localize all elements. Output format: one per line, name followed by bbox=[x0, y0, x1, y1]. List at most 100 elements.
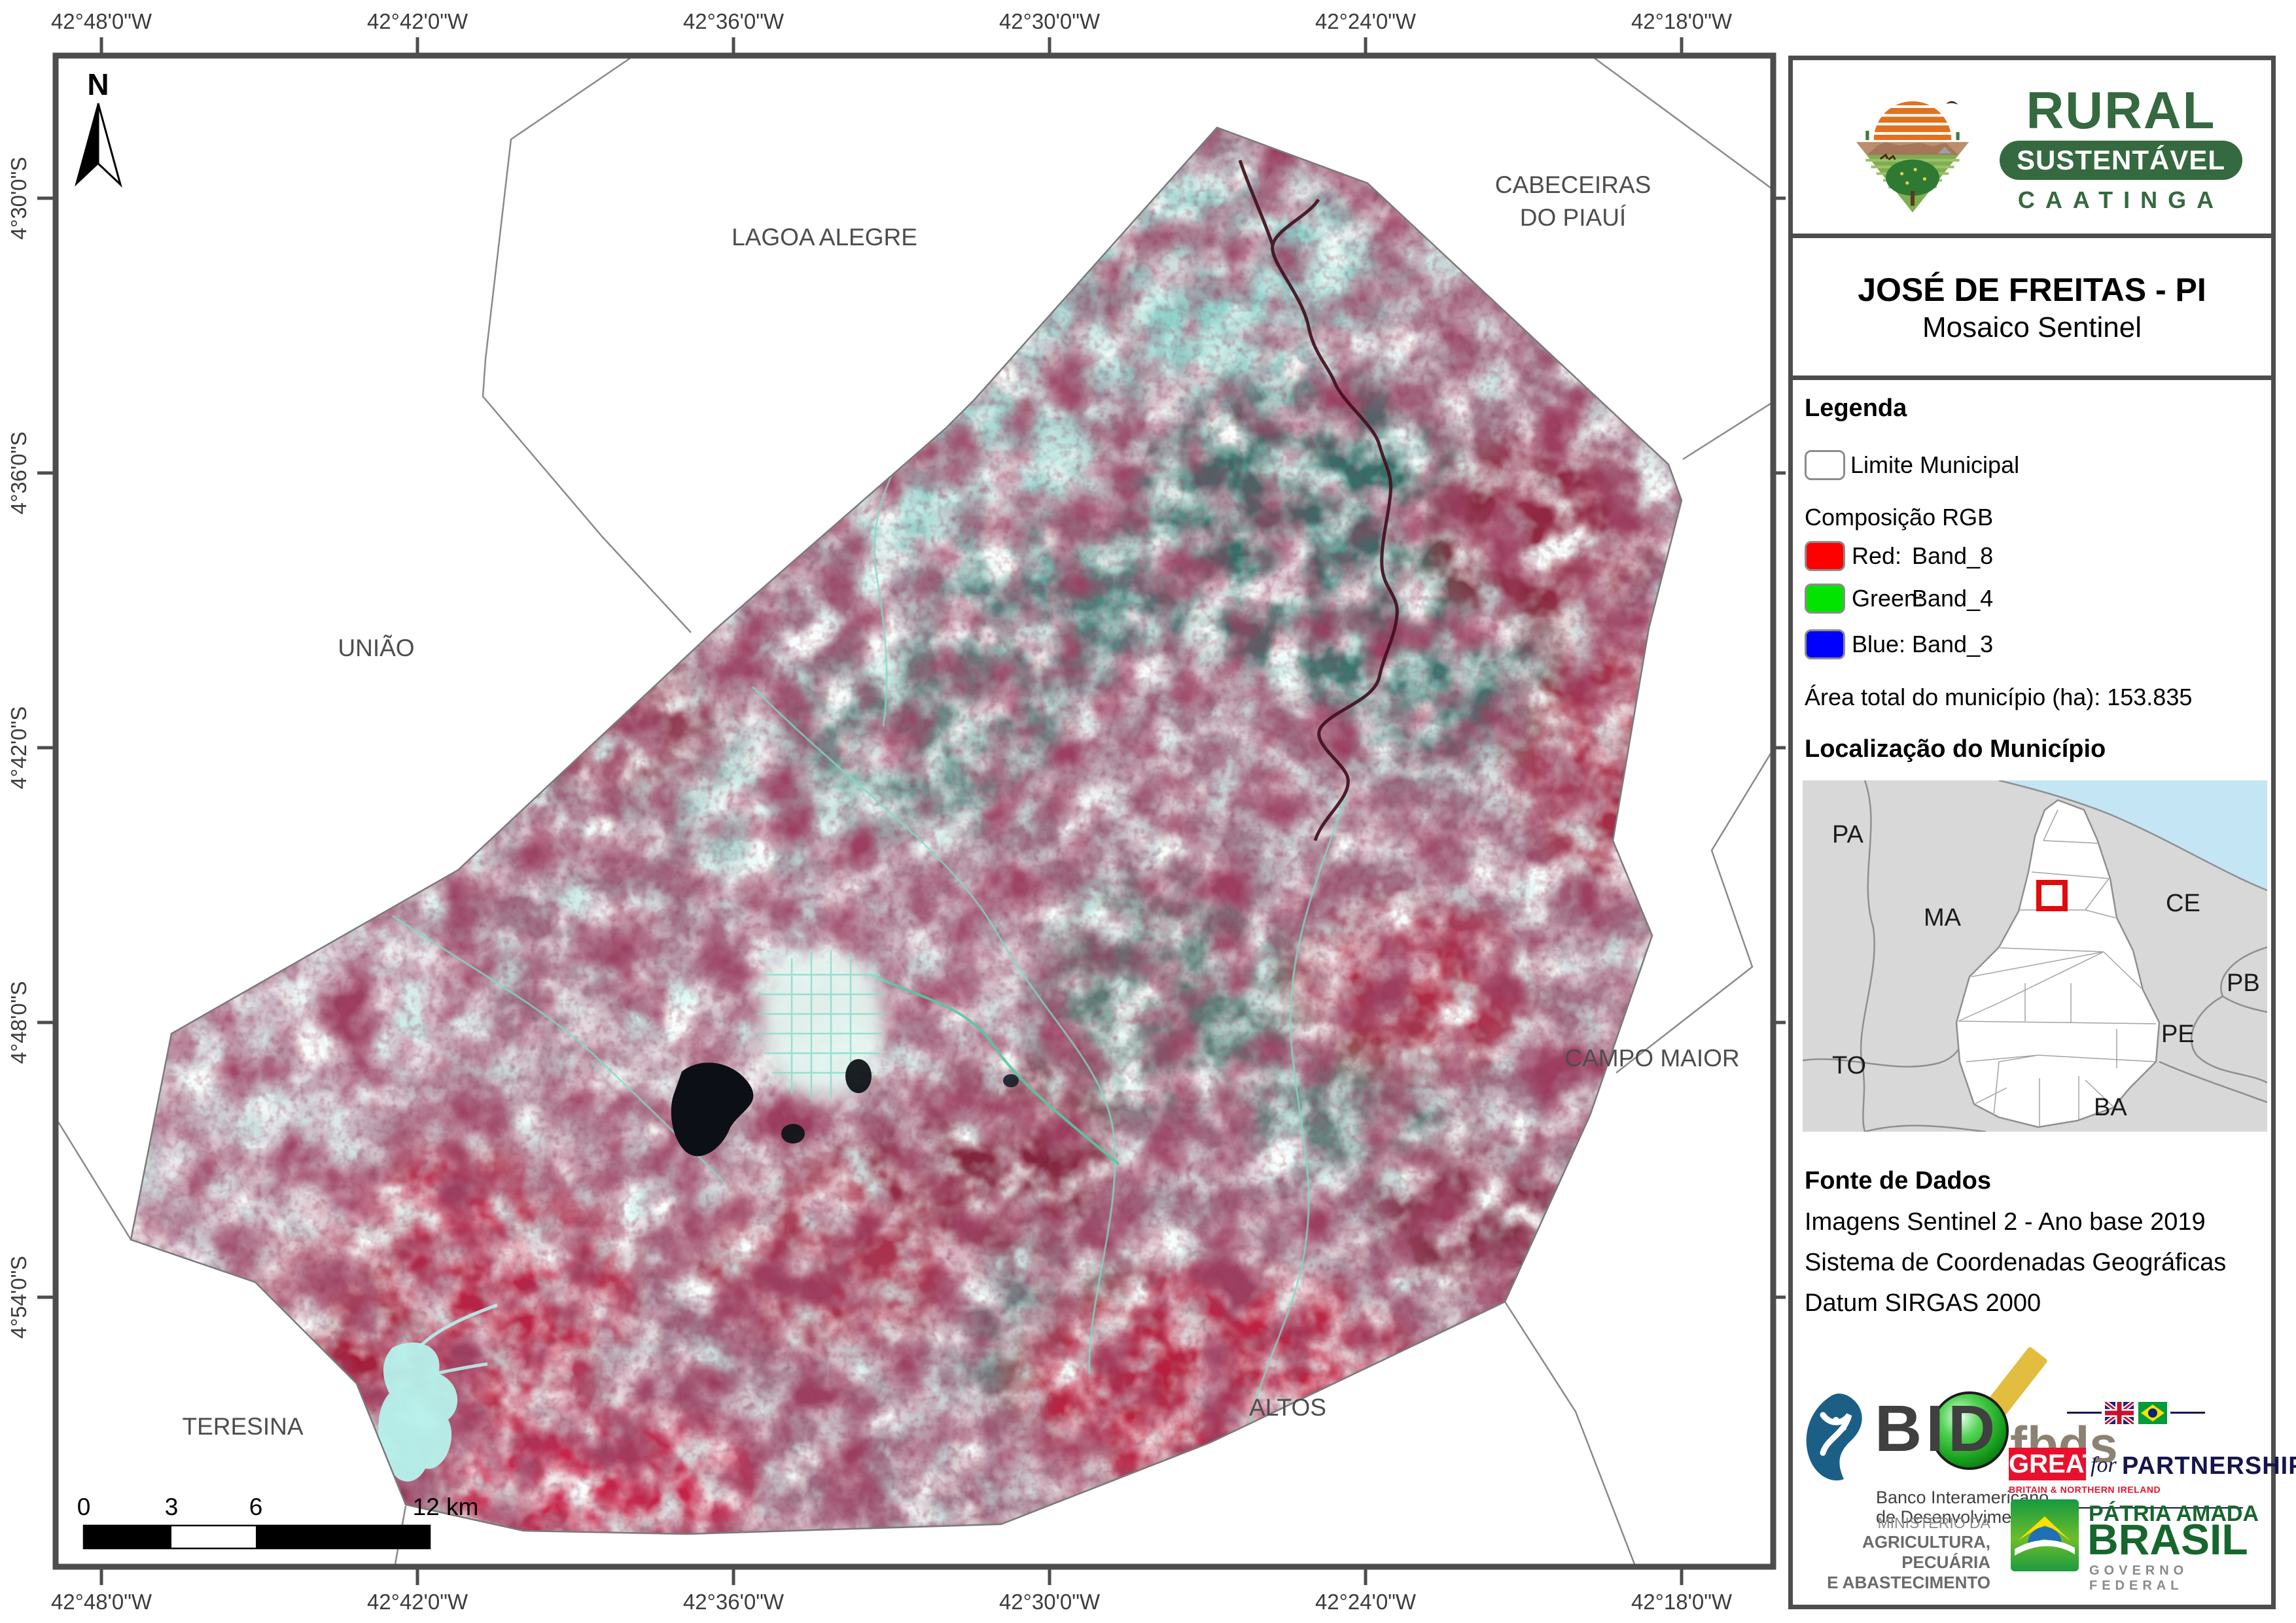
source-heading: Fonte de Dados bbox=[1805, 1167, 1992, 1195]
great-for-text: for bbox=[2091, 1453, 2117, 1477]
lon-label-top-4: 42°24'0"W bbox=[1315, 9, 1417, 33]
blue-band-name: Blue: bbox=[1852, 631, 1906, 657]
panel-divider-2 bbox=[1793, 375, 2271, 380]
north-arrow: N bbox=[75, 67, 122, 188]
municipal-limit-outline bbox=[130, 126, 1683, 1535]
legend-blue-row: Blue: Band_3 bbox=[1805, 629, 1993, 659]
brasil-text: BRASIL bbox=[2087, 1515, 2248, 1563]
lat-label-3: 4°48'0"S bbox=[7, 981, 31, 1064]
neighbor-boundary-lines bbox=[57, 57, 1772, 1565]
rural-logo-emblem-icon bbox=[1856, 101, 1969, 213]
flag-divider-right bbox=[2170, 1412, 2205, 1414]
lon-label-bottom-5: 42°18'0"W bbox=[1631, 1590, 1733, 1614]
lon-label-bottom-2: 42°36'0"W bbox=[683, 1590, 785, 1614]
lon-label-bottom-1: 42°42'0"W bbox=[367, 1590, 468, 1614]
great-logo: GREAT bbox=[2009, 1448, 2098, 1480]
red-band-swatch bbox=[1805, 541, 1845, 571]
ministry-line2: AGRICULTURA, PECUÁRIA bbox=[1862, 1532, 1990, 1572]
cyan-fields-patch bbox=[378, 1303, 498, 1482]
municipalities-mesh bbox=[1958, 809, 2157, 1126]
red-band-value: Band_8 bbox=[1912, 542, 1994, 569]
state-label-ma: MA bbox=[1924, 904, 1962, 932]
lon-label-bottom-0: 42°48'0"W bbox=[51, 1590, 152, 1614]
partnership-text: PARTNERSHIP bbox=[2122, 1452, 2296, 1480]
lat-label-4: 4°54'0"S bbox=[7, 1256, 31, 1339]
fbds-green-sphere-icon bbox=[1930, 1391, 2009, 1470]
legend-heading: Legenda bbox=[1805, 394, 1907, 422]
info-panel: RURAL SUSTENTÁVEL CAATINGA JOSÉ DE FREIT… bbox=[1788, 56, 2296, 1609]
panel-divider-1 bbox=[1793, 234, 2271, 238]
state-label-to: TO bbox=[1832, 1052, 1866, 1079]
flag-divider-left bbox=[2067, 1412, 2102, 1414]
source-line-3: Datum SIRGAS 2000 bbox=[1805, 1289, 2041, 1317]
blue-band-value: Band_3 bbox=[1912, 631, 1994, 657]
green-band-swatch bbox=[1805, 584, 1845, 614]
lat-label-1: 4°36'0"S bbox=[7, 432, 31, 515]
ocean-area bbox=[1999, 780, 2267, 890]
river-line bbox=[1238, 160, 1399, 841]
lon-label-top-1: 42°42'0"W bbox=[367, 9, 468, 33]
bid-leaf-icon bbox=[1806, 1393, 1862, 1481]
rgb-composition-heading: Composição RGB bbox=[1805, 504, 1994, 531]
logo-rural-text: RURAL bbox=[2026, 80, 2216, 139]
legend-limite-row: Limite Municipal bbox=[1805, 450, 2019, 480]
limite-municipal-swatch bbox=[1805, 450, 1845, 480]
logo-sustentavel-text: SUSTENTÁVEL bbox=[2000, 140, 2243, 180]
uk-flag-icon bbox=[2105, 1402, 2134, 1424]
scalebar-6: 6 bbox=[249, 1493, 263, 1520]
municipality-highlight-square bbox=[2036, 880, 2068, 911]
state-label-pb: PB bbox=[2227, 969, 2260, 997]
state-label-ce: CE bbox=[2166, 890, 2200, 917]
blue-band-swatch bbox=[1805, 629, 1845, 659]
label-teresina: TERESINA bbox=[182, 1413, 303, 1440]
lakes bbox=[671, 1059, 1019, 1157]
brazil-flag-icon bbox=[2138, 1402, 2167, 1424]
scalebar-0: 0 bbox=[77, 1493, 91, 1520]
piaui-state-shape bbox=[1955, 799, 2161, 1128]
state-label-pa: PA bbox=[1832, 821, 1864, 848]
rural-sustentavel-logo: RURAL SUSTENTÁVEL CAATINGA bbox=[1844, 79, 2243, 219]
label-cabeceiras-line1: CABECEIRAS bbox=[1495, 171, 1651, 198]
red-band-name: Red: bbox=[1852, 542, 1902, 569]
state-label-ba: BA bbox=[2094, 1094, 2127, 1121]
source-line-2: Sistema de Coordenadas Geográficas bbox=[1805, 1249, 2227, 1276]
fbds-logo: fbds bbox=[1930, 1347, 2118, 1473]
lon-label-top-3: 42°30'0"W bbox=[999, 9, 1101, 33]
great-underline bbox=[2027, 1507, 2243, 1509]
scalebar-12km: 12 km bbox=[413, 1493, 479, 1520]
great-caption: BRITAIN & NORTHERN IRELAND bbox=[2009, 1484, 2161, 1495]
green-band-name: Green: bbox=[1852, 585, 1924, 612]
green-road-line bbox=[870, 973, 1120, 1166]
label-lagoa-alegre: LAGOA ALEGRE bbox=[732, 224, 917, 251]
scalebar-3: 3 bbox=[165, 1493, 179, 1520]
legend-red-row: Red: Band_8 bbox=[1805, 541, 1993, 571]
north-arrow-label: N bbox=[87, 67, 109, 101]
ministry-caption: MINISTÉRIO DA AGRICULTURA, PECUÁRIA E AB… bbox=[1819, 1514, 1990, 1593]
state-label-pe: PE bbox=[2161, 1021, 2195, 1048]
bid-acronym: BID bbox=[1875, 1392, 2000, 1465]
ministry-line3: E ABASTECIMENTO bbox=[1827, 1573, 1990, 1592]
patria-amada-text: PÁTRIA AMADA bbox=[2089, 1501, 2259, 1526]
logo-caatinga-text: CAATINGA bbox=[2017, 186, 2225, 213]
governo-federal-text: GOVERNO FEDERAL bbox=[2089, 1563, 2189, 1593]
label-campo-maior: CAMPO MAIOR bbox=[1564, 1045, 1739, 1072]
label-uniao: UNIÃO bbox=[338, 635, 414, 661]
label-altos: ALTOS bbox=[1249, 1394, 1326, 1421]
ministry-line1: MINISTÉRIO DA bbox=[1877, 1514, 1990, 1531]
lon-label-bottom-4: 42°24'0"W bbox=[1315, 1590, 1417, 1614]
lon-label-top-5: 42°18'0"W bbox=[1631, 9, 1733, 33]
map-title: JOSÉ DE FREITAS - PI bbox=[1858, 271, 2206, 308]
bid-caption-line2: de Desenvolvimento bbox=[1876, 1507, 2036, 1527]
label-cabeceiras-line2: DO PIAUÍ bbox=[1520, 204, 1627, 231]
lon-label-top-0: 42°48'0"W bbox=[51, 9, 152, 33]
state-labels: PA MA CE PB PE TO BA bbox=[1832, 821, 2260, 1121]
lat-label-2: 4°42'0"S bbox=[7, 707, 31, 790]
graticule-ticks bbox=[37, 37, 1786, 1585]
scale-bar: 0 3 6 12 km bbox=[77, 1493, 479, 1550]
location-inset-map: PA MA CE PB PE TO BA bbox=[1803, 780, 2267, 1132]
lon-label-top-2: 42°36'0"W bbox=[683, 9, 785, 33]
map-frame bbox=[52, 52, 1776, 1570]
total-area-label: Área total do município (ha): 153.835 bbox=[1805, 684, 2193, 710]
